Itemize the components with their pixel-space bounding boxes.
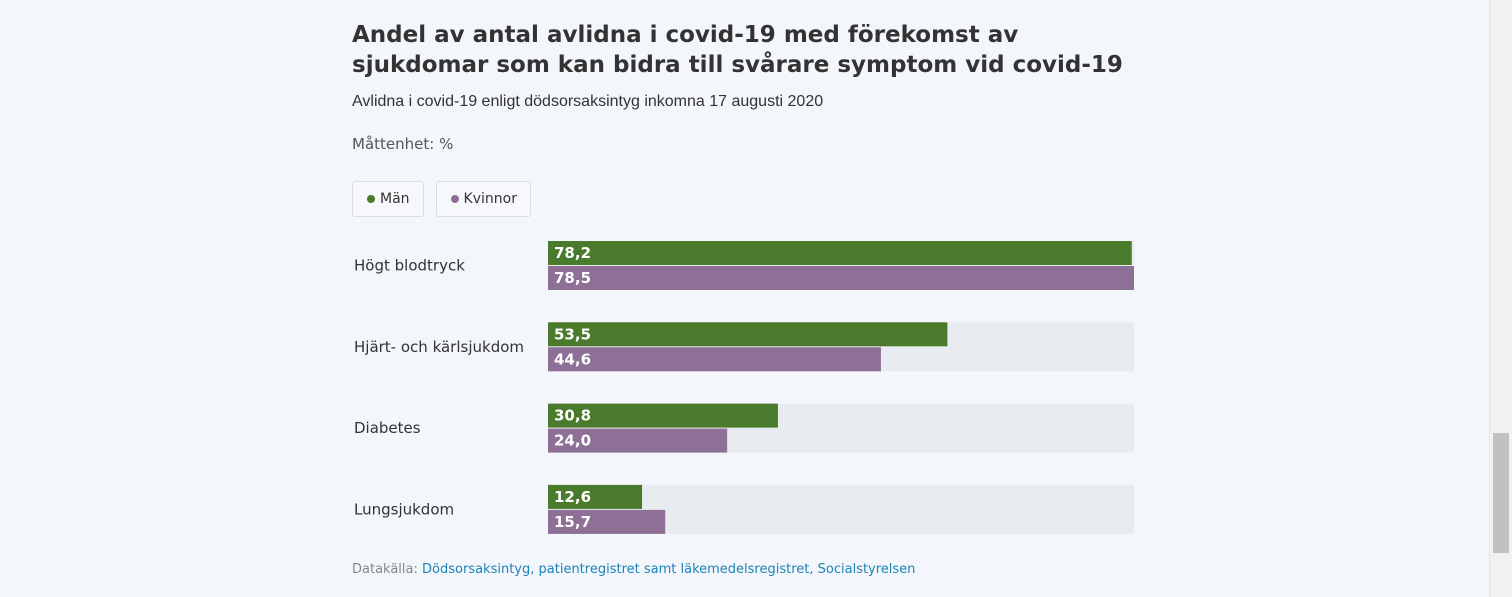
- scrollbar-track[interactable]: [1489, 0, 1512, 597]
- bar-man[interactable]: [548, 484, 643, 509]
- chart-subtitle: Avlidna i covid-19 enligt dödsorsaksinty…: [352, 93, 824, 110]
- source-label: Datakälla:: [352, 562, 418, 577]
- bar-man[interactable]: [548, 403, 778, 428]
- category-label: Lungsjukdom: [354, 500, 454, 518]
- bar-value-label: 15,7: [554, 513, 591, 531]
- bar-value-label: 44,6: [554, 350, 591, 368]
- bar-value-label: 78,5: [554, 269, 591, 287]
- legend-item-man[interactable]: Män: [352, 181, 424, 217]
- bar-value-label: 53,5: [554, 325, 591, 343]
- legend-dot-man: [367, 195, 375, 203]
- bar-man[interactable]: [548, 241, 1132, 265]
- category-label: Diabetes: [354, 419, 421, 437]
- bar-kvinnor[interactable]: [548, 509, 666, 534]
- bar-value-label: 12,6: [554, 488, 591, 506]
- unit-label: Måttenhet: %: [352, 135, 454, 153]
- category-label: Hjärt- och kärlsjukdom: [354, 338, 524, 356]
- scrollbar-thumb[interactable]: [1493, 433, 1509, 553]
- bar-kvinnor[interactable]: [548, 266, 1134, 290]
- bar-kvinnor[interactable]: [548, 428, 728, 453]
- legend-label-man: Män: [380, 191, 410, 207]
- legend: Män Kvinnor: [352, 181, 531, 217]
- category-label: Högt blodtryck: [354, 257, 465, 275]
- data-source: Datakälla: Dödsorsaksintyg, patientregis…: [352, 562, 915, 577]
- bar-kvinnor[interactable]: [548, 347, 881, 372]
- legend-label-kvinnor: Kvinnor: [463, 191, 517, 207]
- bar-value-label: 78,2: [554, 244, 591, 262]
- bar-value-label: 30,8: [554, 407, 591, 425]
- legend-item-kvinnor[interactable]: Kvinnor: [435, 181, 531, 217]
- legend-dot-kvinnor: [450, 195, 459, 203]
- source-link[interactable]: Dödsorsaksintyg, patientregistret samt l…: [422, 562, 916, 577]
- bar-value-label: 24,0: [554, 432, 591, 450]
- chart-title: Andel av antal avlidna i covid-19 med fö…: [352, 22, 1123, 78]
- bar-man[interactable]: [548, 322, 948, 347]
